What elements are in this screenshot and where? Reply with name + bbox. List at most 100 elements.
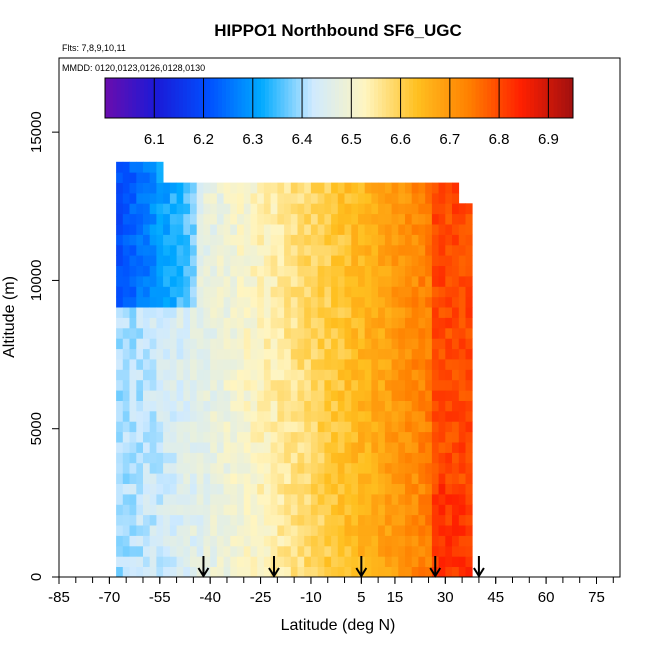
heat-cell [250,338,258,350]
heat-cell [169,442,177,453]
heat-cell [277,203,285,215]
heat-cell [176,307,184,318]
heat-cell [337,276,345,287]
heat-cell [263,473,271,484]
heat-cell [438,327,446,339]
heat-cell [344,338,352,350]
heat-cell [324,556,332,567]
heat-cell [431,296,439,308]
heat-cell [263,462,271,474]
heat-cell [183,473,191,484]
heat-cell [378,442,386,453]
heat-cell [143,369,151,381]
heat-cell [149,307,157,318]
heat-cell [176,514,184,526]
heat-cell [183,213,191,225]
heat-cell [290,255,298,266]
heat-cell [143,494,151,505]
heat-cell [257,296,265,308]
heat-cell [378,234,386,246]
heat-cell [304,566,312,578]
heat-cell [344,379,352,391]
heat-cell [183,182,191,194]
heat-cell [203,182,211,194]
heat-cell [297,473,305,484]
heat-cell [331,525,339,536]
heat-cell [358,545,366,557]
heat-cell [331,566,339,578]
heat-cell [263,203,271,215]
heat-cell [216,400,224,412]
heat-cell [378,265,386,277]
heat-cell [196,400,204,412]
heat-cell [364,182,372,194]
heat-cell [163,348,171,360]
heat-cell [398,182,406,194]
heat-cell [391,535,399,547]
heat-cell [418,410,426,422]
colorbar-swatch [436,78,441,118]
heat-cell [304,556,312,567]
heat-cell [344,400,352,412]
profile-arrow [429,556,442,578]
heat-cell [284,390,292,401]
heat-cell [257,182,265,194]
heat-cell [230,338,238,350]
colorbar-swatch [214,78,219,118]
x-axis-label: Latitude (deg N) [281,617,396,634]
heat-cell [418,317,426,329]
heat-cell [331,286,339,298]
heat-cell [116,369,124,381]
heat-cell [445,286,453,298]
heat-cell [230,192,238,204]
heat-cell [371,203,379,215]
heat-cell [438,494,446,505]
heat-cell [129,255,137,266]
heat-cell [149,276,157,287]
heat-cell [216,514,224,526]
heat-cell [163,276,171,287]
heat-cell [378,525,386,536]
heat-cell [203,296,211,308]
heat-cell [378,410,386,422]
heat-cell [190,514,198,526]
heat-cell [351,359,359,370]
heat-cell [384,504,392,516]
colorbar-swatch [284,78,289,118]
heat-cell [458,410,466,422]
heat-cell [465,224,473,235]
heat-cell [203,286,211,298]
heat-cell [149,327,157,339]
heat-cell [384,545,392,557]
heat-cell [431,525,439,536]
heat-cell [317,265,325,277]
heat-cell [438,462,446,474]
heat-cell [297,359,305,370]
heat-cell [277,265,285,277]
heat-cell [263,566,271,578]
colorbar-swatch [456,78,461,118]
heat-cell [458,504,466,516]
heat-cell [190,556,198,567]
heat-cell [210,265,218,277]
heat-cell [344,410,352,422]
colorbar-swatch [534,78,539,118]
colorbar-swatch [510,78,515,118]
heat-cell [304,327,312,339]
heat-cell [438,317,446,329]
heat-cell [210,379,218,391]
heat-cell [364,556,372,567]
heat-cell [297,400,305,412]
heat-cell [398,213,406,225]
heat-cell [169,327,177,339]
heat-cell [405,348,413,360]
heat-cell [250,276,258,287]
heat-cell [310,359,318,370]
heat-cell [411,338,419,350]
heat-cell [223,566,231,578]
heat-cell [411,431,419,443]
heat-cell [465,390,473,401]
heat-cell [237,442,245,453]
heat-cell [263,265,271,277]
heat-cell [190,338,198,350]
